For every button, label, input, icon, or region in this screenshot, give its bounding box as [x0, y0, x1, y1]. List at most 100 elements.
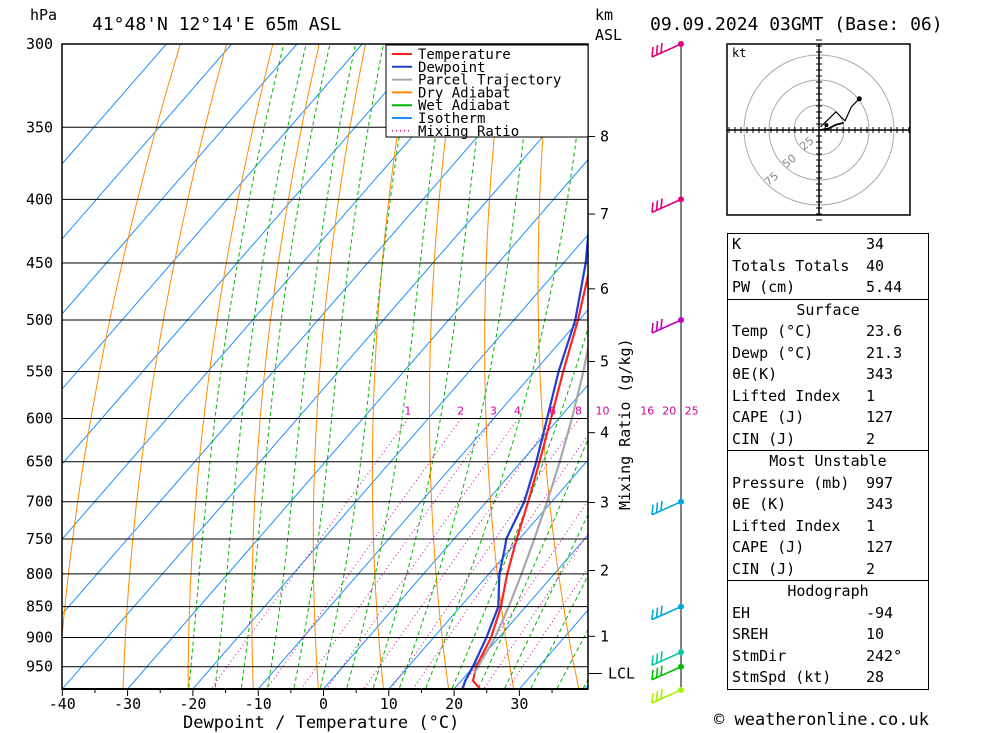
- legend-entry: Isotherm: [418, 111, 485, 127]
- hodograph-stat-row: EH -94: [728, 603, 928, 625]
- legend-entry: Wet Adiabat: [418, 98, 511, 114]
- wind-barbs: [651, 41, 684, 704]
- hodograph-stat-value: 10: [866, 625, 885, 643]
- wind-barb-feather: [660, 688, 663, 700]
- profile-temperature: [471, 270, 588, 689]
- mixing-ratio-line: [412, 434, 588, 689]
- height-unit-asl: ASL: [595, 26, 622, 44]
- most-unstable-stat-label: Pressure (mb): [732, 473, 850, 492]
- skewt-profiles: [461, 225, 588, 689]
- temperature-tick-label: -10: [245, 695, 272, 713]
- index-stat-value: 40: [866, 256, 885, 275]
- hodograph-start-dot: [824, 123, 829, 128]
- dry-adiabat-line: [921, 44, 1000, 689]
- wind-barb-feather: [651, 322, 654, 334]
- skewt-axes: 1 2 3 4 6 8 10 16 20 2530035040045050055060065070…: [26, 35, 699, 713]
- surface-stat-value: 1: [866, 386, 876, 405]
- wind-barb-feather: [660, 198, 663, 209]
- dry-adiabat-line: [429, 44, 459, 689]
- isotherm-line: [62, 44, 559, 616]
- hodograph-stat-label: EH: [732, 603, 751, 622]
- surface-stat-value: 23.6: [866, 322, 903, 340]
- wet-adiabat-line: [293, 44, 384, 689]
- km-tick-label: 7: [600, 205, 609, 223]
- wind-barb-feather: [660, 500, 663, 511]
- surface-stat-label: Temp (°C): [732, 322, 814, 340]
- wind-barb-feather: [651, 669, 654, 680]
- most-unstable-stat-value: 343: [866, 495, 894, 513]
- temperature-tick-label: -20: [179, 695, 206, 713]
- surface-stat-label: θE(K): [732, 365, 778, 383]
- isotherm-line: [62, 44, 298, 315]
- hodograph-stat-label: StmDir: [732, 646, 787, 665]
- pressure-tick-label: 600: [26, 409, 53, 427]
- most-unstable-stat-row: Lifted Index 1: [728, 516, 928, 538]
- temperature-tick-label: 10: [380, 695, 398, 713]
- wet-adiabat-line: [188, 44, 285, 689]
- height-unit-km: km: [595, 6, 613, 24]
- surface-stat-value: 21.3: [866, 343, 903, 362]
- surface-section-title: Surface: [728, 298, 928, 322]
- most-unstable-stat-value: 1: [866, 516, 876, 535]
- legend-entry: Dry Adiabat: [418, 85, 511, 101]
- x-axis-label: Dewpoint / Temperature (°C): [183, 713, 459, 733]
- dry-adiabat-line: [251, 44, 320, 689]
- most-unstable-stat-label: Lifted Index: [732, 516, 841, 535]
- legend-entry: Dewpoint: [418, 60, 485, 76]
- surface-stat-value: 2: [866, 429, 876, 448]
- wind-barb-feather: [655, 502, 659, 513]
- mixing-ratio-line: [507, 567, 588, 689]
- mixing-ratio-line: [300, 418, 495, 689]
- mixing-ratio-line: [483, 533, 588, 689]
- temperature-tick-label: -40: [49, 695, 76, 713]
- mixing-ratio-label: 2: [457, 404, 464, 417]
- mixing-ratio-label: 4: [514, 404, 521, 417]
- surface-stat-row: CIN (J) 2: [728, 429, 928, 451]
- wind-barb-feather: [655, 690, 659, 702]
- profile-dewpoint: [461, 225, 588, 689]
- index-stat-label: PW (cm): [732, 278, 796, 296]
- wet-adiabat-line: [319, 44, 415, 689]
- surface-stat-row: Dewp (°C) 21.3: [728, 343, 928, 365]
- pressure-tick-label: 550: [26, 362, 53, 380]
- wind-barb-feather: [655, 44, 659, 56]
- wind-barb-feather: [651, 692, 654, 704]
- pressure-tick-label: 300: [26, 35, 53, 53]
- isotherm-line: [257, 309, 588, 689]
- dry-adiabat-line: [122, 44, 228, 689]
- hodograph-unit-label: kt: [732, 46, 746, 60]
- mixing-ratio-label: 6: [549, 404, 556, 417]
- isotherm-line: [62, 44, 233, 240]
- most-unstable-stat-label: CIN (J): [732, 559, 796, 578]
- wind-barb-feather: [651, 202, 654, 213]
- dry-adiabat-line: [640, 44, 709, 689]
- wind-barb-feather: [655, 667, 659, 678]
- dry-adiabat-line: [537, 44, 580, 689]
- svg-text:Mixing Ratio (g/kg): Mixing Ratio (g/kg): [616, 338, 634, 510]
- km-tick-label: 6: [600, 280, 609, 298]
- index-stat-label: Totals Totals: [732, 256, 850, 275]
- temperature-tick-label: 30: [510, 695, 528, 713]
- wind-barb-feather: [660, 651, 663, 662]
- pressure-tick-label: 800: [26, 565, 53, 583]
- pressure-tick-label: 700: [26, 493, 53, 511]
- mixing-ratio-label: 1: [404, 404, 411, 417]
- pressure-tick-label: 450: [26, 254, 53, 272]
- hodograph-trace-upper: [820, 98, 860, 128]
- isotherm-line: [62, 44, 494, 540]
- km-tick-label: 4: [600, 424, 609, 442]
- hodograph-stat-row: StmSpd (kt) 28: [728, 667, 928, 689]
- index-stat-value: 34: [866, 235, 885, 253]
- mixing-ratio-line: [326, 418, 519, 689]
- wind-barb-feather: [660, 318, 663, 330]
- dry-adiabat-line: [967, 44, 1000, 689]
- surface-stat-row: Temp (°C) 23.6: [728, 321, 928, 343]
- index-stat-row: Totals Totals 40: [728, 256, 928, 278]
- wind-barb-feather: [655, 320, 659, 332]
- profile-parcel-trajectory: [473, 342, 588, 675]
- wind-barb-feather: [660, 42, 663, 54]
- mixing-ratio-line: [460, 499, 588, 689]
- hodograph-stat-value: -94: [866, 603, 894, 622]
